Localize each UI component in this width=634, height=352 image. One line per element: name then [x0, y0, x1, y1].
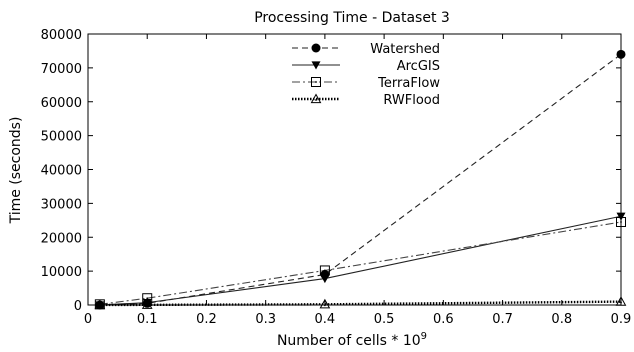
data-point-rwflood: [141, 299, 153, 309]
data-point-terraflow-center: [146, 297, 149, 300]
legend-marker-arcgis: [311, 61, 321, 70]
data-point-rwflood-center: [323, 304, 326, 307]
series-markers: [94, 49, 627, 310]
series-line-arcgis: [99, 215, 622, 306]
data-point-rwflood: [319, 298, 331, 309]
legend-marker-watershed: [311, 43, 321, 53]
data-point-terraflow: [142, 293, 153, 304]
x-tick-label: 0.1: [137, 312, 158, 327]
y-tick-label: 20000: [41, 231, 82, 246]
data-point-terraflow-center: [98, 303, 101, 306]
data-point-arcgis: [616, 212, 626, 221]
series-line-terraflow: [99, 221, 622, 305]
data-point-terraflow-center: [323, 269, 326, 272]
chart-title: Processing Time - Dataset 3: [254, 10, 450, 26]
x-tick-label: 0.6: [433, 312, 454, 327]
legend-marker-terraflow: [311, 77, 321, 87]
legend-marker-rwflood: [310, 93, 322, 104]
legend-label-terraflow: TerraFlow: [377, 76, 440, 91]
y-tick-label: 10000: [41, 265, 82, 280]
x-tick-label: 0.7: [492, 312, 513, 327]
y-tick-label: 70000: [41, 62, 82, 77]
x-axis-title-exponent: 9: [421, 331, 427, 342]
data-point-rwflood-center: [98, 305, 101, 307]
y-axis: 0 10000 20000 30000 40000 50000 60000 70000 8000…: [41, 28, 621, 314]
y-axis-title: Time (seconds): [8, 117, 24, 225]
x-tick-label: 0.2: [196, 312, 217, 327]
x-tick-label: 0.9: [611, 312, 632, 327]
series-line-rwflood: [99, 300, 622, 307]
series-line-watershed: [99, 53, 622, 306]
data-point-watershed: [616, 49, 626, 59]
plot-area: [87, 33, 622, 306]
series-lines: [99, 53, 622, 307]
y-tick-label: 60000: [41, 96, 82, 111]
x-axis-title: Number of cells * 109: [277, 331, 427, 349]
legend-marker-rwflood-center: [315, 99, 317, 101]
x-tick-label: 0.3: [255, 312, 276, 327]
legend: Watershed ArcGIS TerraFlow RWFlood: [292, 42, 440, 108]
legend-label-arcgis: ArcGIS: [397, 59, 440, 74]
y-tick-label: 0: [74, 299, 82, 314]
x-tick-label: 0.5: [374, 312, 395, 327]
y-tick-label: 40000: [41, 164, 82, 179]
legend-label-rwflood: RWFlood: [383, 93, 440, 108]
y-tick-label: 50000: [41, 130, 82, 145]
data-point-rwflood: [615, 296, 627, 306]
y-tick-label: 80000: [41, 28, 82, 43]
data-point-terraflow-center: [620, 221, 622, 223]
legend-marker-terraflow-center: [315, 81, 317, 83]
data-point-terraflow: [319, 265, 330, 276]
legend-label-watershed: Watershed: [370, 42, 440, 57]
data-point-arcgis: [320, 274, 330, 284]
data-point-rwflood-center: [620, 301, 622, 304]
data-point-rwflood-center: [146, 304, 149, 307]
x-axis-title-text: Number of cells * 10: [277, 333, 421, 349]
plot-frame: [87, 33, 622, 306]
x-tick-label: 0.4: [315, 312, 336, 327]
y-tick-label: 30000: [41, 197, 82, 212]
data-point-rwflood: [94, 299, 106, 310]
x-axis: 0 0.1 0.2 0.3 0.4 0.5 0.6 0.7 0.8 0.9: [84, 34, 631, 327]
x-tick-label: 0: [84, 312, 92, 327]
x-tick-label: 0.8: [551, 312, 572, 327]
data-point-terraflow: [616, 217, 626, 228]
